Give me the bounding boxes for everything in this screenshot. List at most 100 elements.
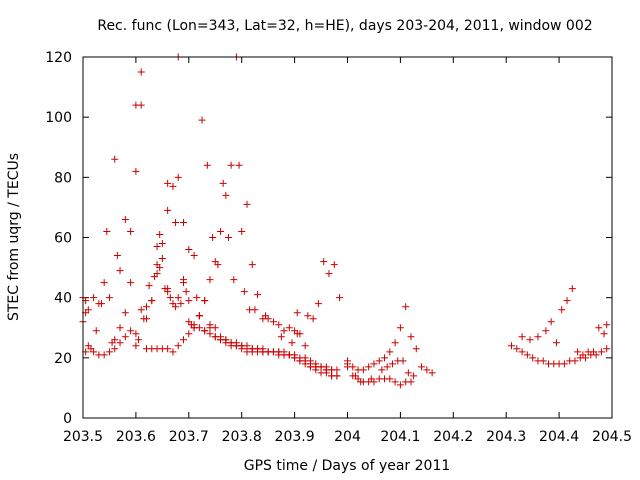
data-point [534,333,542,341]
data-point [111,336,119,344]
data-point [121,309,129,317]
data-point [539,357,547,365]
data-point [235,161,243,169]
data-point [174,342,182,350]
data-point [412,345,420,353]
y-tick-label: 20 [54,351,72,367]
data-point [344,360,351,368]
data-point [219,179,227,187]
data-point [526,336,534,344]
data-point [552,339,560,347]
x-tick-label: 203.5 [63,429,103,445]
data-point [87,345,95,353]
data-point [560,360,568,368]
data-point [145,282,153,290]
data-point [383,363,391,371]
data-point [230,276,238,284]
data-point [314,300,322,308]
y-tick-label: 100 [45,110,72,126]
data-point [507,342,515,350]
data-point [135,336,143,344]
data-point [391,378,399,386]
data-point [288,339,296,347]
data-point [111,155,119,163]
data-point [386,375,394,383]
data-point [201,327,209,335]
data-point [542,327,550,335]
data-point [243,342,251,350]
data-point [105,348,113,356]
data-point [111,345,119,353]
data-point [558,306,566,314]
data-point [222,336,230,344]
data-point [232,339,240,347]
data-point [113,252,121,260]
data-point [90,294,98,302]
data-point [248,261,256,269]
data-point [280,327,288,335]
data-point [127,279,135,287]
data-point [127,227,135,235]
data-point [386,348,394,356]
data-point [185,246,193,254]
x-tick-label: 204.4 [539,429,579,445]
data-point [105,294,113,302]
y-axis-label: STEC from uqrg / TECUs [6,153,22,321]
data-point [365,363,373,371]
data-point [280,348,288,356]
x-axis-label: GPS time / Days of year 2011 [244,458,451,474]
data-point [217,227,225,235]
chart-title: Rec. func (Lon=343, Lat=32, h=HE), days … [97,18,592,34]
y-tick-label: 80 [54,170,72,186]
data-point [137,306,145,314]
data-point [317,363,325,371]
data-point [209,234,217,241]
data-point [404,369,412,377]
data-point [381,354,389,362]
data-point [195,324,203,332]
data-point [320,258,328,266]
data-point [185,297,193,305]
data-point [375,357,383,365]
data-point [410,372,418,380]
data-point [589,348,597,356]
data-point [164,179,172,187]
data-point [291,351,299,359]
data-point [240,288,248,296]
data-point [121,333,129,341]
data-point [359,366,367,374]
data-point [227,161,235,169]
x-tick-label: 204.2 [433,429,473,445]
data-point [214,261,222,269]
data-point [399,357,407,365]
data-point [132,342,140,350]
data-point [198,116,206,124]
data-point [301,342,309,350]
data-point [402,303,410,311]
data-point [309,315,317,323]
data-point [182,288,190,296]
data-point [203,161,211,169]
data-point [116,339,124,347]
data-point [333,372,341,380]
data-point [370,360,378,368]
data-point [243,200,251,208]
x-tick-label: 204.5 [592,429,632,445]
data-point [100,279,108,287]
data-point [600,330,608,338]
data-point [206,276,214,284]
data-point [116,267,124,275]
data-point [206,321,214,329]
data-point [116,324,124,332]
data-point [579,351,587,359]
x-tick-label: 203.9 [275,429,315,445]
data-point [150,273,158,281]
data-point [180,276,188,284]
data-point [164,206,172,214]
data-point [148,297,156,305]
data-point [325,270,333,278]
data-point [180,218,188,226]
plot-frame [82,56,613,419]
data-point [195,312,203,320]
data-point [153,243,161,251]
